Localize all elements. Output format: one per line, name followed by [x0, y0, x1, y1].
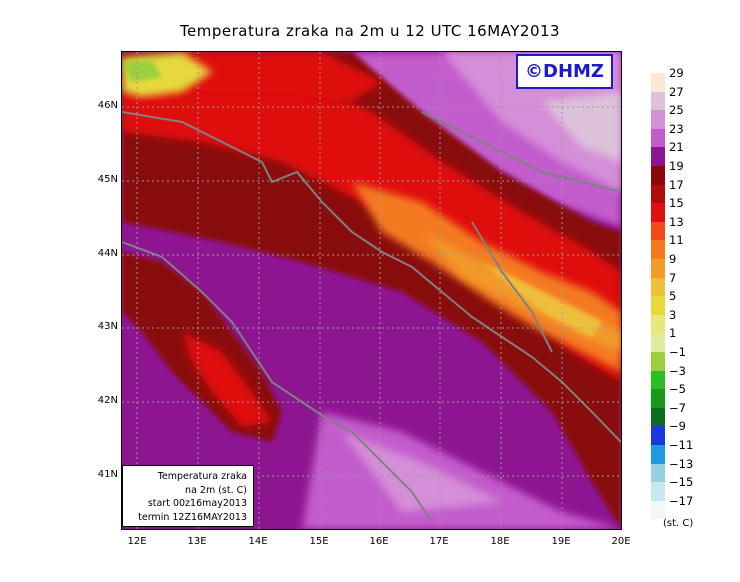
legend-swatch — [651, 426, 665, 445]
legend-swatch — [651, 482, 665, 501]
lon-label-19e: 19E — [551, 536, 571, 547]
legend-label: −13 — [669, 456, 694, 471]
legend-label: 11 — [669, 233, 684, 248]
legend-label: 17 — [669, 177, 684, 192]
legend-label: 13 — [669, 214, 684, 229]
lat-label-44n: 44N — [97, 248, 118, 259]
legend-label: 3 — [669, 307, 677, 322]
legend-label: −1 — [669, 345, 686, 359]
lon-label-16e: 16E — [369, 536, 389, 547]
lon-label-13e: 13E — [187, 536, 207, 547]
legend-label: 27 — [669, 84, 684, 99]
legend-label: −3 — [669, 363, 686, 378]
lon-label-18e: 18E — [490, 536, 510, 547]
info-line-2: na 2m (st. C) — [185, 484, 247, 496]
legend-unit: (st. C) — [663, 518, 694, 529]
legend-label: −15 — [669, 475, 694, 490]
lon-label-12e: 12E — [127, 536, 147, 547]
legend-swatch — [651, 128, 665, 148]
legend-label: −9 — [669, 419, 686, 434]
legend-label: −17 — [669, 493, 694, 508]
map-title: Temperatura zraka na 2m u 12 UTC 16MAY20… — [179, 22, 561, 40]
legend-swatch — [651, 370, 665, 390]
legend-swatch — [651, 463, 665, 483]
legend-label: 21 — [669, 140, 684, 155]
legend-swatch — [651, 389, 665, 408]
legend-swatch — [651, 259, 665, 278]
legend-swatch — [651, 407, 665, 427]
legend-label: 29 — [669, 66, 684, 80]
legend-label: 1 — [669, 326, 677, 341]
legend-swatch — [651, 240, 665, 259]
legend-label: −11 — [669, 438, 694, 452]
lat-label-41n: 41N — [97, 469, 118, 480]
lat-label-45n: 45N — [97, 174, 118, 185]
legend-swatch — [651, 91, 665, 111]
legend-swatch — [651, 221, 665, 241]
temperature-field — [122, 52, 621, 529]
legend-swatch — [651, 166, 665, 185]
info-box: Temperatura zraka na 2m (st. C) start 00… — [122, 465, 254, 527]
lon-label-15e: 15E — [309, 536, 329, 547]
dhmz-logo: ©DHMZ — [516, 54, 613, 89]
legend-label: 5 — [669, 289, 677, 304]
legend-swatch — [651, 184, 665, 204]
info-line-3: start 00z16may2013 — [147, 498, 247, 509]
legend-swatch — [651, 352, 665, 371]
legend-label: −7 — [669, 400, 686, 415]
legend-label: 9 — [669, 252, 677, 266]
legend-label: 19 — [669, 159, 684, 173]
legend-swatch — [651, 203, 665, 222]
lon-label-14e: 14E — [248, 536, 268, 547]
lon-label-20e: 20E — [611, 536, 631, 547]
legend-swatch — [651, 147, 665, 166]
legend-swatch — [651, 314, 665, 334]
legend-label: −5 — [669, 382, 686, 397]
lat-label-46n: 46N — [97, 100, 118, 111]
info-line-4: termin 12Z16MAY2013 — [138, 511, 247, 523]
legend-label: 15 — [669, 196, 684, 211]
legend-swatch — [651, 110, 665, 129]
lat-label-42n: 42N — [97, 395, 118, 406]
temperature-map — [121, 51, 622, 530]
lon-label-17e: 17E — [429, 536, 449, 547]
legend-swatch — [651, 445, 665, 464]
legend-label: 23 — [669, 121, 684, 136]
legend-swatch — [651, 296, 665, 315]
legend-swatch — [651, 73, 665, 92]
lat-label-43n: 43N — [97, 321, 118, 332]
legend-label: 25 — [669, 103, 684, 118]
legend-swatch — [651, 277, 665, 297]
legend-swatch — [651, 500, 665, 520]
legend-swatch — [651, 333, 665, 352]
legend-label: 7 — [669, 270, 677, 285]
info-line-1: Temperatura zraka — [157, 471, 247, 482]
